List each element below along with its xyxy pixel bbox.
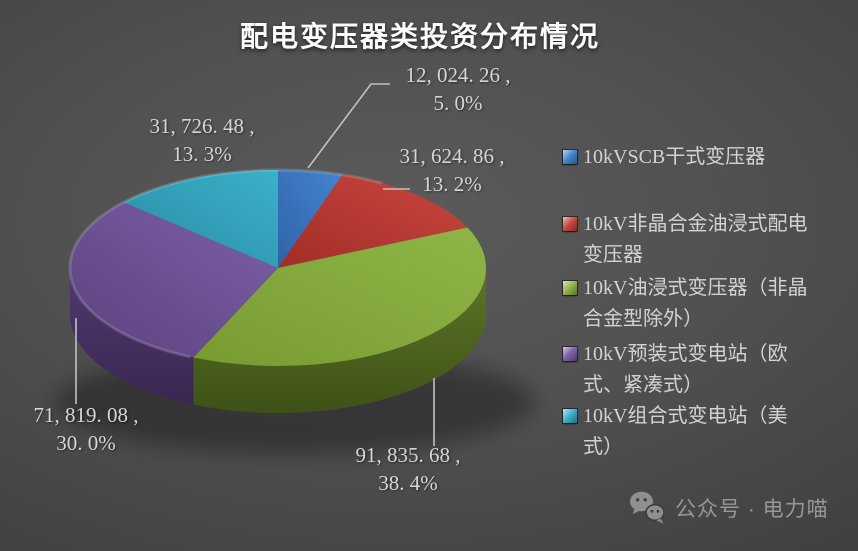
legend-label: 10kV组合式变电站（美 式） xyxy=(583,405,788,458)
legend-swatch-icon xyxy=(562,408,578,424)
wechat-icon xyxy=(630,491,665,524)
legend-item-1[interactable]: 10kV非晶合金油浸式配电 变压器 xyxy=(562,209,831,271)
legend-swatch-icon xyxy=(562,149,578,165)
data-label-value: 91, 835. 68 , xyxy=(355,443,461,467)
pie-side-2 xyxy=(193,268,486,413)
data-label-pct: 38. 4% xyxy=(378,471,438,495)
legend-swatch-icon xyxy=(562,280,578,296)
data-label-slice-0: 12, 024. 26 , 5. 0% xyxy=(406,61,511,117)
data-label-pct: 13. 2% xyxy=(422,172,482,196)
data-label-value: 31, 726. 48 , xyxy=(149,114,255,138)
data-label-value: 12, 024. 26 , xyxy=(405,63,511,87)
legend-label: 10kV预装式变电站（欧 式、紧凑式） xyxy=(583,343,788,396)
pie-slice-0[interactable] xyxy=(278,170,343,268)
legend-swatch-icon xyxy=(562,216,578,232)
legend-item-2[interactable]: 10kV油浸式变压器（非晶 合金型除外） xyxy=(562,273,831,335)
data-label-pct: 30. 0% xyxy=(56,431,116,455)
data-label-slice-3: 71, 819. 08 , 30. 0% xyxy=(34,401,139,457)
chart-title: 配电变压器类投资分布情况 xyxy=(239,22,600,53)
legend-swatch-icon xyxy=(562,346,578,362)
legend-label: 10kVSCB干式变压器 xyxy=(583,146,766,168)
watermark: 公众号 · 电力喵 xyxy=(628,490,829,526)
legend-label: 10kV油浸式变压器（非晶 合金型除外） xyxy=(583,277,808,330)
data-label-slice-1: 31, 624. 86 , 13. 2% xyxy=(400,142,505,198)
data-label-slice-4: 31, 726. 48 , 13. 3% xyxy=(150,112,255,168)
pie-side-3 xyxy=(70,268,194,405)
legend: 10kVSCB干式变压器 10kV非晶合金油浸式配电 变压器 10kV油浸式变压… xyxy=(562,142,831,463)
legend-label: 10kV非晶合金油浸式配电 变压器 xyxy=(583,213,808,266)
pie-slice-2[interactable] xyxy=(193,227,486,366)
pie-slice-1[interactable] xyxy=(278,174,468,268)
pie-slice-3[interactable] xyxy=(69,202,278,358)
legend-item-4[interactable]: 10kV组合式变电站（美 式） xyxy=(562,401,831,463)
pie-slice-4[interactable] xyxy=(123,170,278,268)
data-label-pct: 13. 3% xyxy=(172,142,232,166)
leader-line xyxy=(307,83,390,169)
legend-item-3[interactable]: 10kV预装式变电站（欧 式、紧凑式） xyxy=(562,339,831,401)
data-label-pct: 5. 0% xyxy=(433,91,483,115)
data-label-slice-2: 91, 835. 68 , 38. 4% xyxy=(356,441,461,497)
data-label-value: 71, 819. 08 , xyxy=(33,403,139,427)
watermark-text: 公众号 · 电力喵 xyxy=(675,498,829,521)
legend-item-0[interactable]: 10kVSCB干式变压器 xyxy=(562,142,831,173)
data-label-value: 31, 624. 86 , xyxy=(399,144,505,168)
pie-rim-highlight xyxy=(68,168,383,359)
